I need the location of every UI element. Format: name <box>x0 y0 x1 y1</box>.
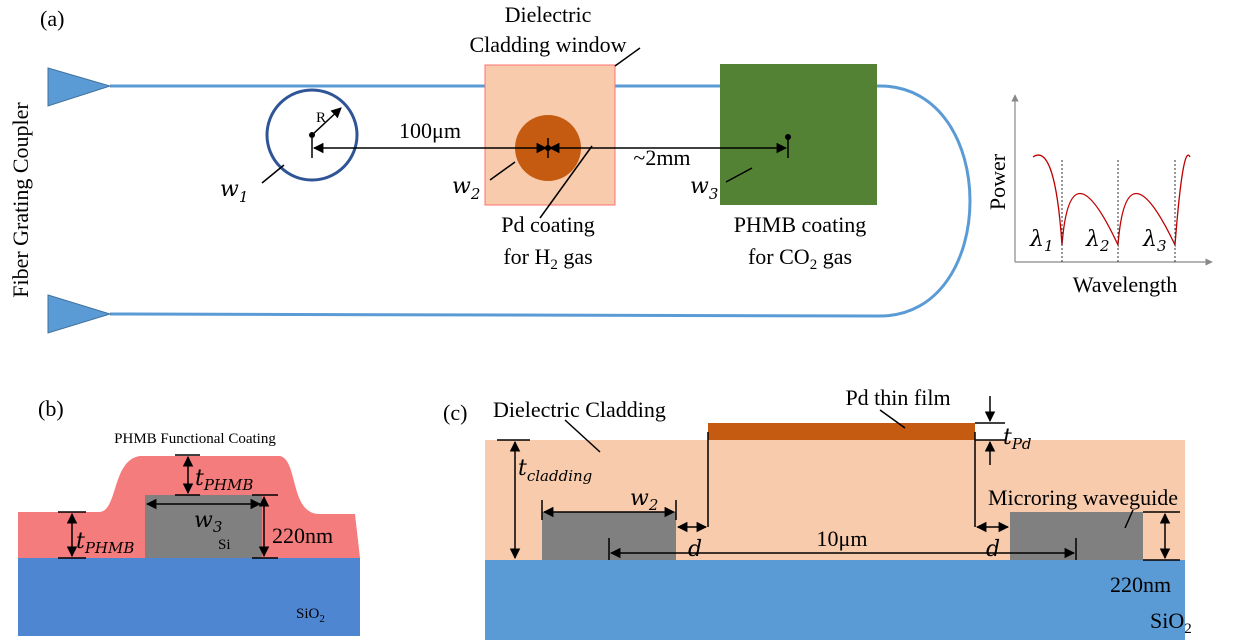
height-label: 220nm <box>272 523 333 548</box>
pd-label: Pd coating <box>501 212 595 237</box>
phmb-coating <box>720 64 877 205</box>
pd-film <box>708 423 975 440</box>
distance-label: ~2mm <box>633 145 690 170</box>
coupler-label: Fiber Grating Coupler <box>8 102 33 298</box>
phmb-label: for CO2 gas <box>748 244 852 273</box>
wavelength-label: λ3 <box>1142 227 1167 255</box>
window-label: Cladding window <box>469 32 626 57</box>
panel-b: (b) PHMB Functional Coating tPHMB tPHMB … <box>18 396 360 636</box>
panel-c: (c) Dielectric Cladding Pd thin film tPd… <box>443 385 1192 640</box>
cladding-label: Dielectric Cladding <box>493 397 666 422</box>
height-label: 220nm <box>1110 572 1171 597</box>
axis-label: Power <box>985 153 1010 210</box>
waveguide-label: Microring waveguide <box>988 485 1178 510</box>
substrate-label: SiO2 <box>1150 608 1192 637</box>
core-label: Si <box>218 537 231 553</box>
substrate <box>18 558 360 636</box>
phmb-label: PHMB coating <box>734 212 867 237</box>
panel-a: (a) Fiber Grating Coupler R 100μm ~2mm w… <box>8 2 1212 333</box>
width-label: w3 <box>690 174 718 203</box>
substrate <box>485 560 1185 640</box>
distance-label: 100μm <box>399 118 461 143</box>
grating-coupler <box>48 68 110 106</box>
grating-coupler <box>48 295 110 333</box>
spectrum-curve <box>1033 155 1190 245</box>
width-label: w1 <box>220 177 248 206</box>
thickness-label: tPd <box>1003 425 1032 453</box>
panel-label: (a) <box>40 6 64 31</box>
spacing-label: 10μm <box>817 526 868 551</box>
width-label: w2 <box>452 174 480 203</box>
radius-label: R <box>316 110 326 126</box>
axis-label: Wavelength <box>1073 272 1178 297</box>
coating-label: PHMB Functional Coating <box>114 431 276 447</box>
film-label: Pd thin film <box>845 385 950 410</box>
wavelength-label: λ2 <box>1085 227 1110 255</box>
gap-label: d <box>688 537 702 562</box>
window-label: Dielectric <box>505 2 592 27</box>
panel-label: (b) <box>38 396 64 421</box>
gap-label: d <box>986 537 1000 562</box>
panel-label: (c) <box>443 400 467 425</box>
wavelength-label: λ1 <box>1029 227 1054 255</box>
diagram: (a) Fiber Grating Coupler R 100μm ~2mm w… <box>0 0 1239 643</box>
pd-label: for H2 gas <box>503 244 592 273</box>
